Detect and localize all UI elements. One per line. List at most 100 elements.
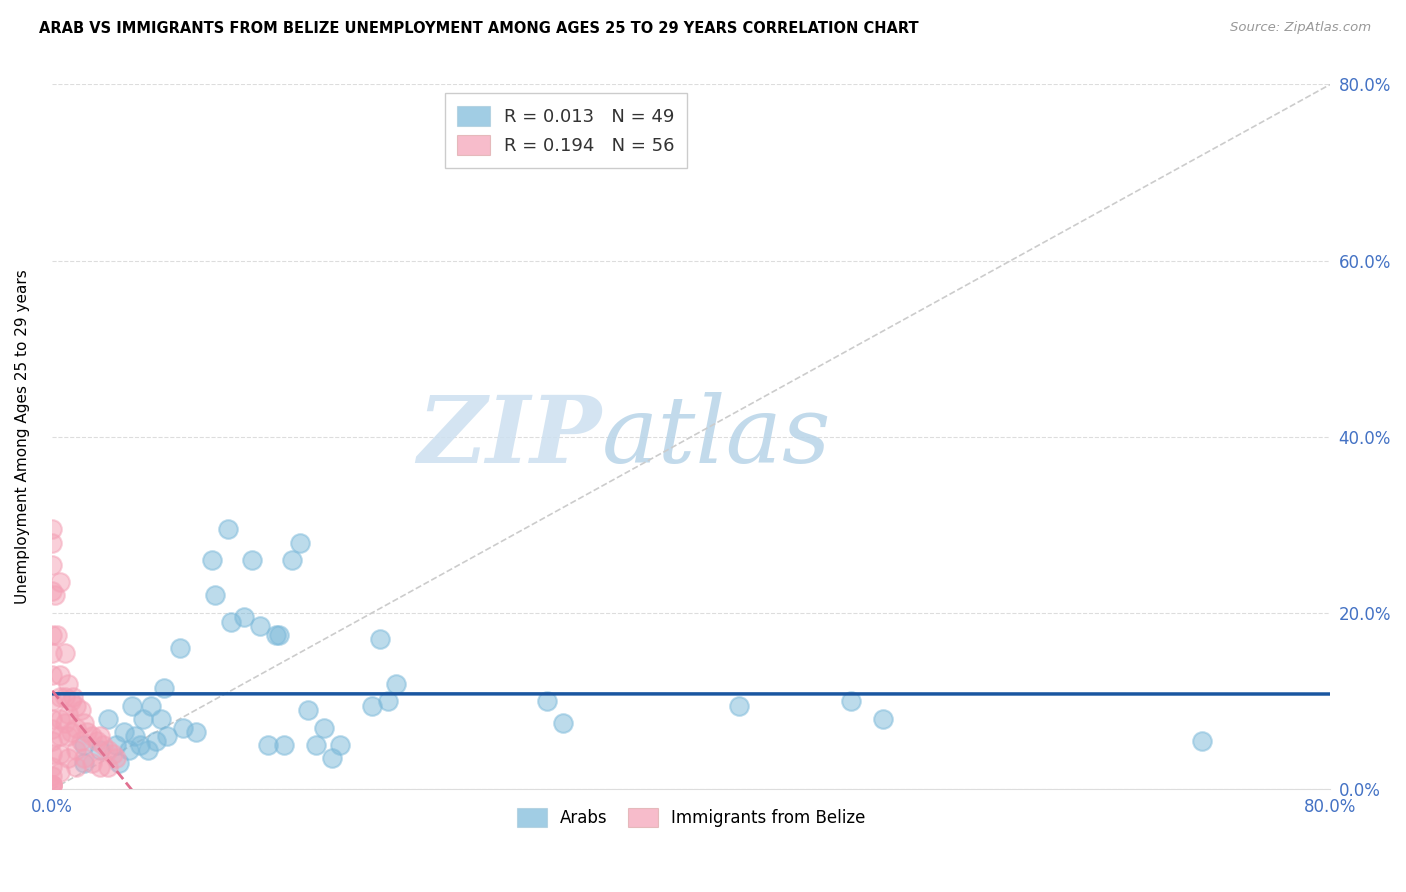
Point <box>121 698 143 713</box>
Point <box>872 712 894 726</box>
Point <box>49 712 72 726</box>
Point <box>257 738 280 752</box>
Point <box>53 690 76 704</box>
Point <box>41 778 63 792</box>
Point <box>73 756 96 770</box>
Point <box>112 725 135 739</box>
Point <box>312 721 335 735</box>
Point <box>73 751 96 765</box>
Text: ZIP: ZIP <box>418 392 602 482</box>
Point <box>172 721 194 735</box>
Point <box>73 716 96 731</box>
Point <box>60 694 83 708</box>
Point <box>1191 733 1213 747</box>
Point <box>41 628 63 642</box>
Point <box>49 764 72 779</box>
Point <box>60 725 83 739</box>
Point <box>41 712 63 726</box>
Point <box>360 698 382 713</box>
Point <box>184 725 207 739</box>
Point <box>41 778 63 792</box>
Point <box>91 738 114 752</box>
Point <box>217 522 239 536</box>
Point <box>728 698 751 713</box>
Point <box>232 610 254 624</box>
Point <box>62 690 84 704</box>
Point <box>384 676 406 690</box>
Point <box>41 522 63 536</box>
Point <box>41 778 63 792</box>
Point <box>377 694 399 708</box>
Point <box>73 738 96 752</box>
Text: ARAB VS IMMIGRANTS FROM BELIZE UNEMPLOYMENT AMONG AGES 25 TO 29 YEARS CORRELATIO: ARAB VS IMMIGRANTS FROM BELIZE UNEMPLOYM… <box>39 21 920 37</box>
Point <box>201 553 224 567</box>
Point <box>132 712 155 726</box>
Text: Source: ZipAtlas.com: Source: ZipAtlas.com <box>1230 21 1371 35</box>
Point <box>58 751 80 765</box>
Point <box>169 641 191 656</box>
Point <box>49 747 72 761</box>
Point <box>44 588 66 602</box>
Point <box>41 667 63 681</box>
Point <box>118 742 141 756</box>
Point <box>49 730 72 744</box>
Point <box>297 703 319 717</box>
Point <box>76 725 98 739</box>
Point <box>65 742 87 756</box>
Point <box>41 694 63 708</box>
Point <box>153 681 176 695</box>
Point <box>97 760 120 774</box>
Point <box>65 760 87 774</box>
Point <box>58 676 80 690</box>
Point <box>536 694 558 708</box>
Point <box>97 742 120 756</box>
Point <box>89 760 111 774</box>
Point <box>273 738 295 752</box>
Point <box>204 588 226 602</box>
Point <box>53 646 76 660</box>
Point <box>105 738 128 752</box>
Point <box>86 733 108 747</box>
Point <box>41 760 63 774</box>
Point <box>41 747 63 761</box>
Point <box>65 721 87 735</box>
Point <box>41 778 63 792</box>
Point <box>41 584 63 599</box>
Point <box>89 730 111 744</box>
Point <box>267 628 290 642</box>
Point <box>129 738 152 752</box>
Point <box>41 733 63 747</box>
Point <box>53 716 76 731</box>
Point <box>41 723 63 737</box>
Point <box>329 738 352 752</box>
Point <box>141 698 163 713</box>
Point <box>97 712 120 726</box>
Point <box>281 553 304 567</box>
Point <box>240 553 263 567</box>
Point <box>49 690 72 704</box>
Point <box>49 575 72 590</box>
Point <box>41 646 63 660</box>
Point <box>58 707 80 722</box>
Point <box>839 694 862 708</box>
Point <box>58 730 80 744</box>
Point <box>101 747 124 761</box>
Point <box>553 716 575 731</box>
Point <box>46 628 69 642</box>
Point <box>41 535 63 549</box>
Point <box>288 535 311 549</box>
Point <box>124 730 146 744</box>
Point <box>49 667 72 681</box>
Point <box>249 619 271 633</box>
Point <box>368 632 391 647</box>
Point <box>41 558 63 572</box>
Point <box>136 742 159 756</box>
Point <box>105 751 128 765</box>
Point <box>82 756 104 770</box>
Point <box>41 769 63 783</box>
Point <box>70 703 93 717</box>
Point <box>305 738 328 752</box>
Text: atlas: atlas <box>602 392 831 482</box>
Legend: Arabs, Immigrants from Belize: Arabs, Immigrants from Belize <box>510 802 872 834</box>
Point <box>82 730 104 744</box>
